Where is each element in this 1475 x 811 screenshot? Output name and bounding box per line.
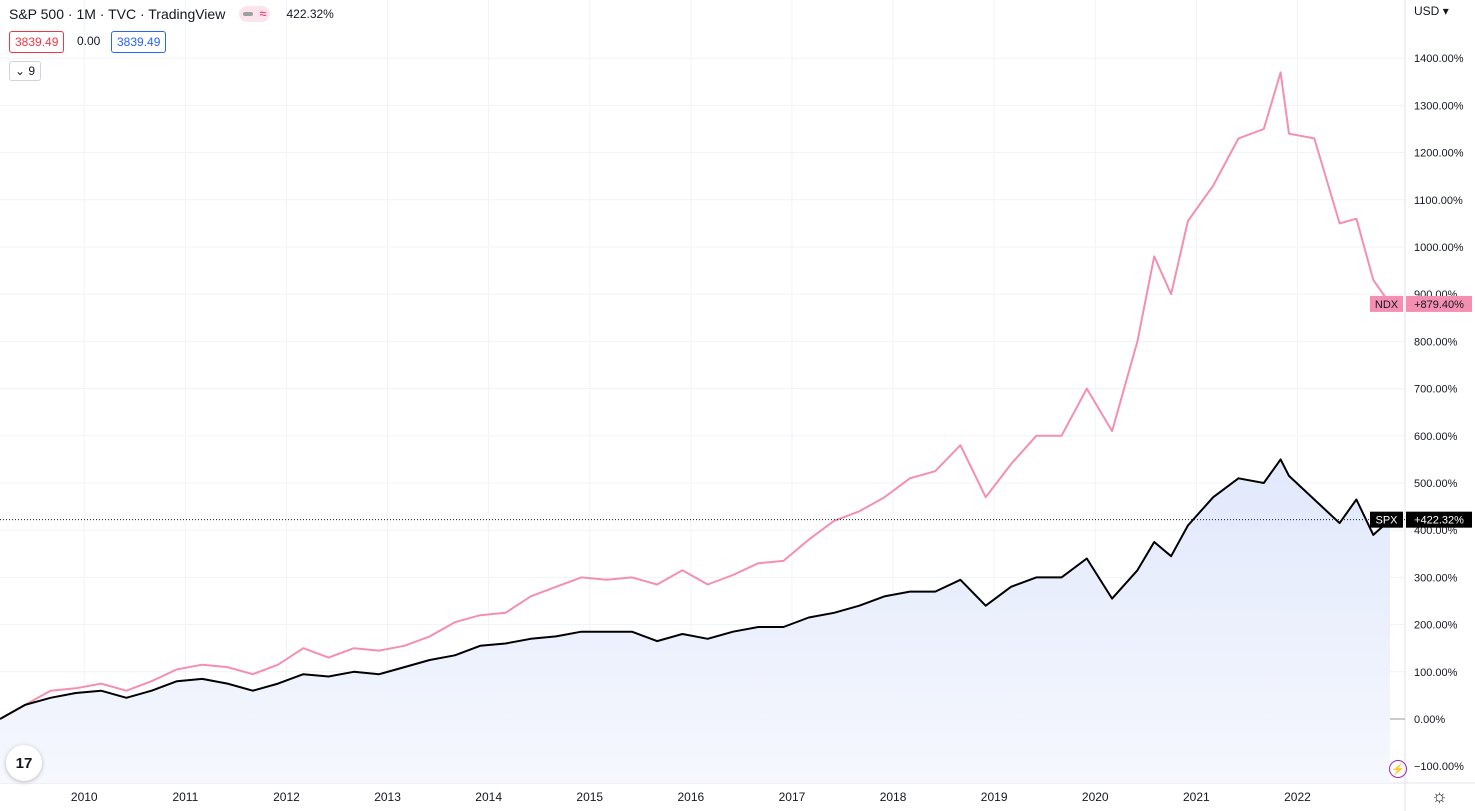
y-tick-label: −100.00% <box>1414 761 1464 773</box>
chart-title[interactable]: S&P 500 · 1M · TVC · TradingView <box>9 6 226 22</box>
spx-line[interactable] <box>0 458 1391 720</box>
ndx-value: +879.40% <box>1414 299 1464 311</box>
price-change: 0.00 <box>77 34 101 48</box>
series-labels: NDX +879.40% SPX +422.32% <box>1370 295 1472 528</box>
spx-value-bg <box>1406 511 1472 528</box>
y-tick-label: 300.00% <box>1414 572 1458 584</box>
x-tick-label: 2017 <box>779 790 806 804</box>
y-tick-label: 200.00% <box>1414 620 1458 632</box>
x-tick-label: 2016 <box>677 790 704 804</box>
y-tick-label: 1000.00% <box>1414 242 1464 254</box>
y-tick-label: 1300.00% <box>1414 100 1464 112</box>
indicator-count: 9 <box>28 64 36 78</box>
ndx-tag-bg <box>1370 295 1403 312</box>
spx-area-fill <box>0 459 1391 783</box>
x-tick-label: 2015 <box>576 790 603 804</box>
x-tick-label: 2011 <box>172 790 198 804</box>
y-tick-label: 1100.00% <box>1414 195 1463 207</box>
time-axis[interactable]: 2010 2011 2012 2013 2014 2015 2016 2017 2018 2019… <box>71 790 1311 804</box>
y-tick-label: 600.00% <box>1414 431 1458 443</box>
y-tick-label: 1400.00% <box>1414 53 1464 65</box>
wave-icon: ≈ <box>259 6 267 21</box>
price-axis[interactable]: 1400.00% 1300.00% 1200.00% 1100.00% 1000.00%… <box>1414 53 1464 773</box>
spx-area <box>0 459 1391 783</box>
spx-tag: SPX <box>1375 515 1398 527</box>
x-tick-label: 2010 <box>71 790 98 804</box>
x-tick-label: 2021 <box>1183 790 1210 804</box>
header-percent: 422.32% <box>286 7 334 21</box>
chart-header: S&P 500 · 1M · TVC · TradingView ≈ 422.3… <box>9 6 334 22</box>
x-tick-label: 2019 <box>981 790 1008 804</box>
series-lines <box>0 71 1405 720</box>
ndx-line[interactable] <box>0 71 1391 720</box>
chevron-down-icon: ⌄ <box>14 64 26 78</box>
y-tick-label: 1200.00% <box>1414 148 1464 160</box>
spx-tag-bg <box>1370 511 1403 528</box>
buy-price-button[interactable]: 3839.49 <box>111 31 167 53</box>
compare-toggle[interactable]: ≈ <box>239 6 271 22</box>
ndx-tag: NDX <box>1375 299 1399 311</box>
y-tick-label: 700.00% <box>1414 384 1458 396</box>
x-tick-label: 2020 <box>1082 790 1109 804</box>
x-tick-label: 2012 <box>273 790 300 804</box>
x-tick-label: 2013 <box>374 790 401 804</box>
x-tick-label: 2022 <box>1284 790 1311 804</box>
spx-value: +422.32% <box>1414 515 1464 527</box>
x-tick-label: 2018 <box>880 790 907 804</box>
dash-icon <box>243 12 254 16</box>
y-tick-label: 500.00% <box>1414 478 1458 490</box>
bolt-icon[interactable]: ⚡ <box>1389 760 1407 778</box>
y-tick-label: 0.00% <box>1414 714 1445 726</box>
y-tick-label: 100.00% <box>1414 667 1458 679</box>
currency-selector[interactable]: USD ▾ <box>1414 4 1449 18</box>
y-tick-label: 800.00% <box>1414 336 1458 348</box>
sell-price-button[interactable]: 3839.49 <box>9 31 65 53</box>
indicators-toggle[interactable]: ⌄ 9 <box>9 61 41 81</box>
y-tick-label: 400.00% <box>1414 525 1458 537</box>
currency-label: USD <box>1414 4 1440 18</box>
currency-arrow: ▾ <box>1442 4 1449 18</box>
x-tick-label: 2014 <box>475 790 502 804</box>
tv-logo-icon[interactable]: 17 <box>6 745 42 781</box>
gear-icon[interactable]: ☼ <box>1431 786 1448 806</box>
ndx-value-bg <box>1406 295 1472 312</box>
